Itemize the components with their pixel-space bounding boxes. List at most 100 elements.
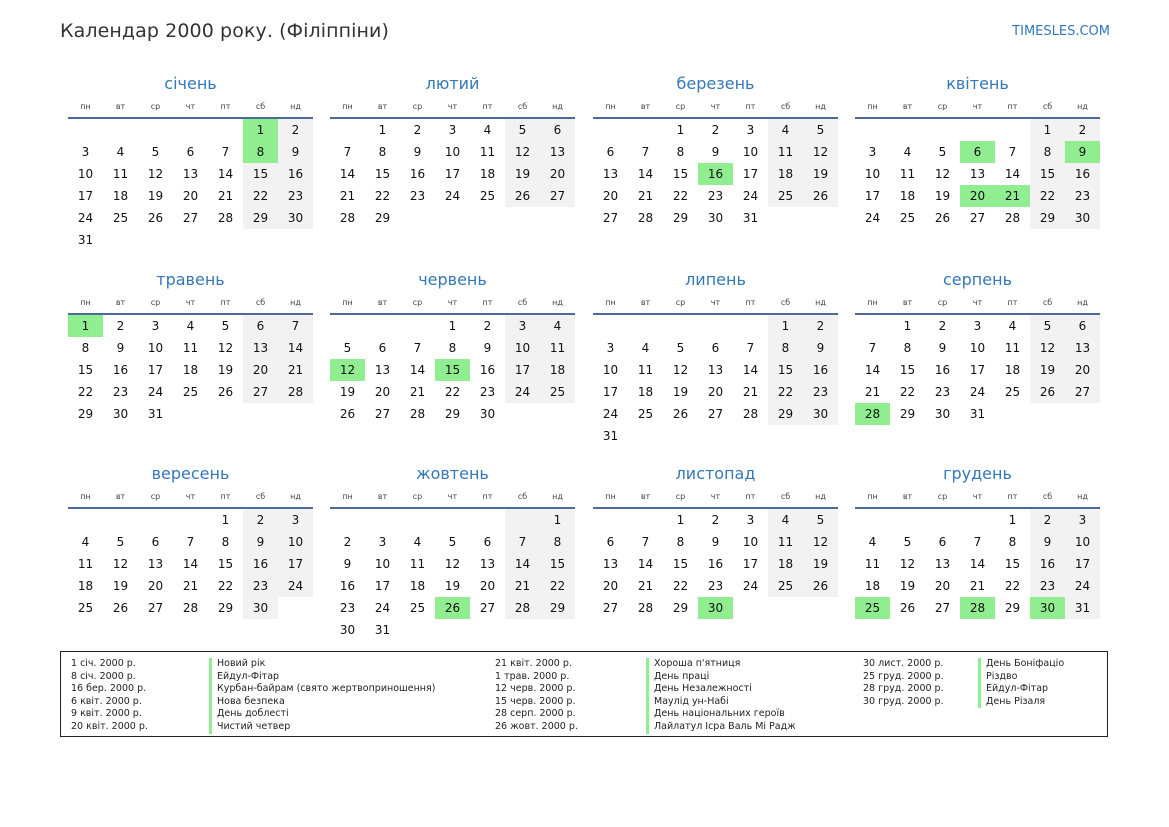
- day-cell: 22: [540, 575, 575, 597]
- day-cell: 12: [803, 531, 838, 553]
- day-cell: 1: [221, 513, 230, 527]
- day-cell: 21: [637, 189, 654, 203]
- week-row: 28 29: [330, 207, 575, 229]
- day-cell: 14: [278, 337, 313, 359]
- day-cell: 5: [116, 535, 125, 549]
- empty-cell: [68, 119, 103, 141]
- holiday-name: День Боніфаціо: [978, 658, 1064, 671]
- day-cell: 7: [641, 535, 650, 549]
- day-cell: 27: [540, 185, 575, 207]
- weekday-header: пн вт ср чт пт сб нд: [68, 491, 313, 509]
- site-link[interactable]: TIMESLES.COM: [1012, 24, 1110, 39]
- week-row: 14 15 16 17 18 19 20: [855, 359, 1100, 381]
- day-cell: 23: [803, 381, 838, 403]
- day-cell: 16: [707, 557, 724, 571]
- day-cell: 16: [339, 579, 356, 593]
- day-cell: 22: [444, 385, 461, 399]
- day-cell: 16: [803, 359, 838, 381]
- empty-cell: [435, 509, 470, 531]
- day-cell: 3: [746, 513, 755, 527]
- day-cell: 11: [409, 557, 426, 571]
- day-cell: 15: [672, 167, 689, 181]
- weekday-label: нд: [552, 102, 563, 111]
- day-cell: 7: [973, 535, 982, 549]
- day-cell: 14: [505, 553, 540, 575]
- empty-cell: [68, 509, 103, 531]
- month-1: січень пн вт ср чт пт сб нд 1 2 3 4 5 6 7 8 9 10 11 12 13 14 1…: [68, 74, 313, 251]
- weekday-label: вт: [640, 492, 651, 501]
- day-cell: 19: [934, 189, 951, 203]
- day-cell: 23: [339, 601, 356, 615]
- day-cell: 4: [768, 119, 803, 141]
- empty-cell: [855, 509, 890, 531]
- day-cell: 18: [899, 189, 916, 203]
- week-row: 11 12 13 14 15 16 17: [855, 553, 1100, 575]
- day-cell: 30: [698, 597, 733, 619]
- week-row: 10 11 12 13 14 15 16: [593, 359, 838, 381]
- month-6: червень пн вт ср чт пт сб нд 1 2 3 4 5 6 7 8 9 10 11 12 13 14…: [330, 270, 575, 425]
- weekday-label: пн: [605, 102, 616, 111]
- weekday-label: пт: [1007, 492, 1018, 501]
- holiday-name: Різдво: [978, 670, 1064, 684]
- day-cell: 29: [899, 407, 916, 421]
- weekday-label: нд: [290, 102, 301, 111]
- weekday-label: чт: [710, 492, 721, 501]
- weekday-label: нд: [1077, 492, 1088, 501]
- day-cell: 27: [707, 407, 724, 421]
- weekday-label: ср: [675, 298, 686, 307]
- empty-cell: [173, 509, 208, 531]
- day-cell: 3: [606, 341, 615, 355]
- month-name: травень: [156, 270, 225, 289]
- day-cell: 25: [768, 575, 803, 597]
- day-cell: 30: [112, 407, 129, 421]
- holiday-date: 28 серп. 2000 р.: [495, 708, 576, 720]
- legend-dates-column: 1 січ. 2000 р. 8 січ. 2000 р. 16 бер. 2000…: [71, 658, 148, 734]
- day-cell: 29: [1004, 601, 1021, 615]
- weekday-label: нд: [815, 492, 826, 501]
- day-cell: 17: [147, 363, 164, 377]
- day-cell: 6: [606, 145, 615, 159]
- weekday-label: пт: [220, 298, 231, 307]
- weekday-label: чт: [972, 298, 983, 307]
- day-cell: 19: [444, 579, 461, 593]
- legend-dates-column: 30 лист. 2000 р. 25 груд. 2000 р. 28 груд.…: [863, 658, 944, 708]
- day-cell: 5: [151, 145, 160, 159]
- empty-cell: [470, 509, 505, 531]
- empty-cell: [138, 229, 173, 251]
- day-cell: 2: [1030, 509, 1065, 531]
- week-row: 4 5 6 7 8 9 10: [855, 531, 1100, 553]
- weekday-label: пн: [867, 102, 878, 111]
- day-cell: 19: [803, 163, 838, 185]
- holiday-date: 8 січ. 2000 р.: [71, 670, 136, 682]
- day-cell: 3: [151, 319, 160, 333]
- month-name: квітень: [946, 74, 1009, 93]
- day-cell: 18: [479, 167, 496, 181]
- holiday-date: 12 черв. 2000 р.: [495, 683, 576, 695]
- day-cell: 13: [602, 557, 619, 571]
- day-cell: 17: [374, 579, 391, 593]
- empty-cell: [698, 315, 733, 337]
- empty-cell: [855, 119, 890, 141]
- week-row: 31: [68, 229, 313, 251]
- day-cell: 13: [969, 167, 986, 181]
- day-cell: 20: [960, 185, 995, 207]
- day-cell: 2: [483, 319, 492, 333]
- weekday-label: нд: [815, 298, 826, 307]
- empty-cell: [505, 619, 540, 641]
- day-cell: 11: [768, 141, 803, 163]
- day-cell: 26: [147, 211, 164, 225]
- holiday-name: Лайлатул Ісра Валь Мі Радж: [646, 720, 796, 734]
- day-cell: 29: [540, 597, 575, 619]
- empty-cell: [400, 619, 435, 641]
- week-row: 20 21 22 23 24 25 26: [593, 575, 838, 597]
- day-cell: 19: [505, 163, 540, 185]
- day-cell: 24: [742, 189, 759, 203]
- weekday-label: вт: [902, 492, 913, 501]
- day-cell: 31: [1065, 597, 1100, 619]
- empty-cell: [803, 597, 838, 619]
- day-cell: 9: [711, 145, 720, 159]
- day-cell: 22: [1030, 185, 1065, 207]
- weekday-label: чт: [447, 298, 458, 307]
